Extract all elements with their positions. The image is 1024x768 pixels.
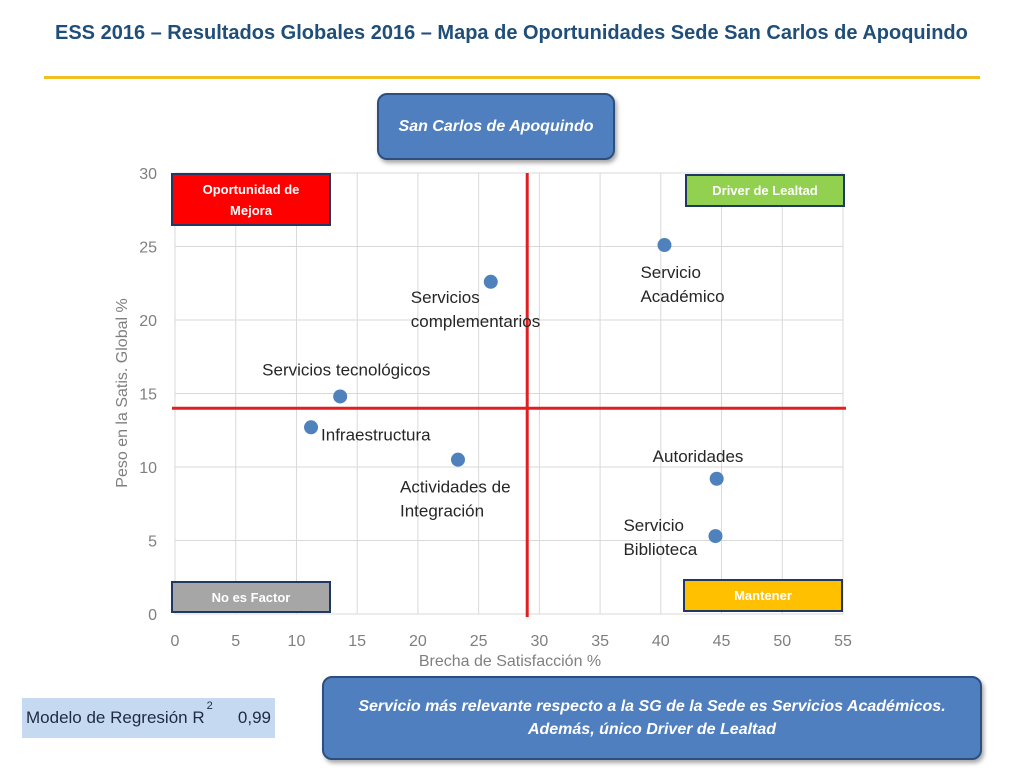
- point-label: complementarios: [411, 312, 540, 331]
- quadrant-maintain-bg: [683, 579, 843, 612]
- y-tick-label: 20: [139, 313, 157, 330]
- data-point: [450, 452, 465, 467]
- point-label: Servicios: [411, 288, 480, 307]
- data-point: [483, 274, 498, 289]
- x-tick-label: 0: [171, 633, 180, 650]
- reference-lines: [172, 173, 846, 617]
- quadrant-maintain-box: Mantener: [683, 579, 843, 612]
- chart-grid: [174, 172, 844, 615]
- campus-callout-text: San Carlos de Apoquindo: [398, 117, 594, 135]
- quadrant-opportunity-box: Oportunidad de Mejora: [171, 173, 331, 226]
- quadrant-nofactor-label: No es Factor: [212, 590, 291, 605]
- title-divider: [44, 76, 980, 79]
- quadrant-nofactor-box: No es Factor: [171, 581, 331, 613]
- x-tick-label: 40: [652, 633, 670, 650]
- point-label: Servicio: [623, 516, 683, 535]
- point-label: Infraestructura: [321, 425, 431, 444]
- quadrant-nofactor-bg: [171, 581, 331, 613]
- quadrant-opportunity-label-line1: Oportunidad de: [203, 182, 300, 197]
- x-tick-label: 15: [348, 633, 366, 650]
- x-tick-label: 20: [409, 633, 427, 650]
- conclusion-line-2: Además, único Driver de Lealtad: [527, 721, 777, 738]
- data-point: [708, 529, 723, 544]
- x-tick-label: 35: [591, 633, 609, 650]
- point-label: Servicio: [640, 263, 700, 282]
- data-point: [657, 238, 672, 253]
- point-label: Biblioteca: [623, 540, 697, 559]
- conclusion-callout: Servicio más relevante respecto a la SG …: [322, 676, 982, 760]
- x-tick-label: 25: [470, 633, 488, 650]
- regression-model-value: 0,99: [237, 708, 271, 727]
- regression-model-box: Modelo de Regresión R 2 0,99: [22, 698, 275, 738]
- y-tick-label: 5: [148, 534, 157, 551]
- y-tick-label: 25: [139, 240, 157, 257]
- chart-ticks: 0 5 10 15 20 25 30 35 40 45 50 55 0 5 10 15 20 25 30: [139, 166, 852, 650]
- y-tick-label: 15: [139, 387, 157, 404]
- point-label: Servicios tecnológicos: [262, 360, 430, 379]
- data-point: [304, 420, 319, 435]
- quadrant-opportunity-label-line2: Mejora: [230, 203, 273, 218]
- y-tick-label: 10: [139, 460, 157, 477]
- x-tick-label: 45: [713, 633, 731, 650]
- data-point: [333, 389, 348, 404]
- x-tick-label: 30: [530, 633, 548, 650]
- x-axis-label: Brecha de Satisfacción %: [419, 653, 601, 670]
- quadrant-driver-label: Driver de Lealtad: [712, 183, 818, 198]
- y-axis-label: Peso en la Satis. Global %: [114, 298, 131, 487]
- data-point: [709, 471, 724, 486]
- quadrant-maintain-label: Mantener: [734, 588, 792, 603]
- point-label: Integración: [400, 502, 484, 521]
- quadrant-driver-bg: [685, 174, 845, 207]
- x-tick-label: 10: [288, 633, 306, 650]
- regression-model-label: Modelo de Regresión R: [26, 708, 205, 727]
- point-label: Académico: [640, 287, 724, 306]
- quadrant-opportunity-bg: [171, 173, 331, 226]
- point-labels: Servicio Académico Servicios complementario…: [262, 263, 743, 559]
- point-label: Actividades de: [400, 478, 511, 497]
- y-tick-label: 30: [139, 166, 157, 183]
- campus-callout: San Carlos de Apoquindo: [377, 93, 615, 160]
- page-title: ESS 2016 – Resultados Globales 2016 – Ma…: [55, 22, 968, 44]
- y-tick-label: 0: [148, 607, 157, 624]
- x-tick-label: 5: [231, 633, 240, 650]
- x-tick-label: 55: [834, 633, 852, 650]
- data-points: [304, 238, 724, 544]
- x-tick-label: 50: [773, 633, 791, 650]
- quadrant-driver-box: Driver de Lealtad: [685, 174, 845, 207]
- point-label: Autoridades: [653, 447, 744, 466]
- conclusion-line-1: Servicio más relevante respecto a la SG …: [358, 698, 946, 715]
- regression-model-superscript: 2: [206, 700, 213, 712]
